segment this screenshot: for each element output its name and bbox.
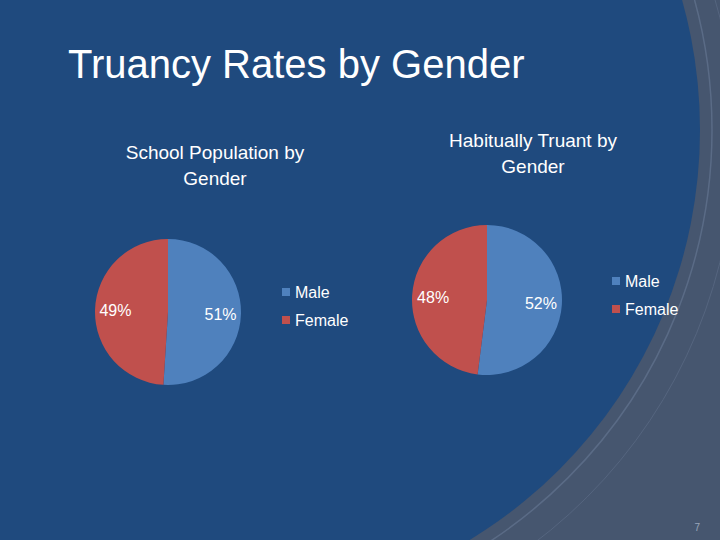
slide: 7 51% 49% Male Female 52% 48% Male Female Truancy… xyxy=(0,0,720,540)
page-number: 7 xyxy=(694,522,700,533)
chart-title: Habitually Truant by Gender xyxy=(443,128,623,180)
pie xyxy=(412,225,562,375)
data-label: 48% xyxy=(417,289,449,306)
pie-slice xyxy=(478,225,562,375)
data-label: 52% xyxy=(525,295,557,312)
background-circle xyxy=(0,0,700,540)
pie-slice xyxy=(412,225,487,374)
legend-swatch xyxy=(282,316,290,324)
legend-label: Male xyxy=(295,284,330,301)
slide-title: Truancy Rates by Gender xyxy=(68,42,525,87)
data-label: 51% xyxy=(205,306,237,323)
legend-label: Male xyxy=(625,273,660,290)
legend-swatch xyxy=(612,305,620,313)
legend-swatch xyxy=(282,288,290,296)
legend-label: Female xyxy=(625,301,678,318)
pie-slice xyxy=(163,239,241,385)
background-ring xyxy=(0,0,712,540)
chart-title: School Population by Gender xyxy=(120,140,310,192)
legend-label: Female xyxy=(295,312,348,329)
legend-swatch xyxy=(612,277,620,285)
background-ring xyxy=(0,0,720,540)
pie xyxy=(95,239,241,385)
pie-slice xyxy=(95,239,168,385)
data-label: 49% xyxy=(99,302,131,319)
